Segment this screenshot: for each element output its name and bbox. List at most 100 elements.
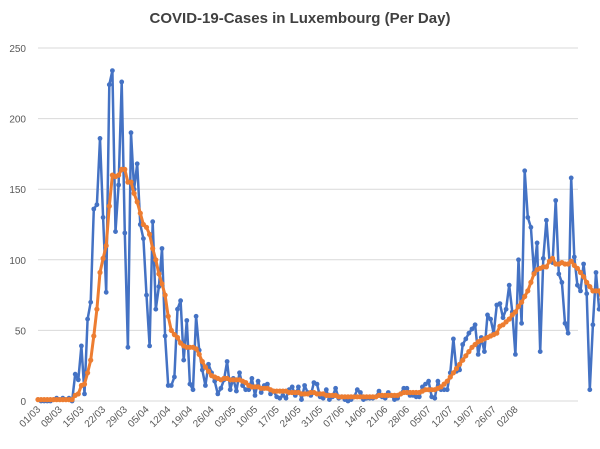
x-tick-label: 19/07 (452, 404, 478, 430)
data-point-daily (327, 397, 332, 402)
data-point-daily (178, 298, 184, 304)
x-tick-label: 12/04 (148, 404, 174, 430)
data-point-daily (534, 240, 540, 246)
chart-title: COVID-19-Cases in Luxembourg (Per Day) (149, 10, 451, 27)
data-point-daily (540, 256, 546, 261)
data-point-daily (203, 383, 208, 388)
data-point-daily (416, 394, 422, 400)
data-point-smoothed (453, 365, 460, 372)
data-point-daily (568, 175, 574, 181)
data-point-smoothed (131, 190, 137, 196)
x-tick-label: 15/03 (61, 404, 87, 430)
data-point-daily (116, 182, 121, 188)
data-point-smoothed (168, 327, 174, 333)
data-point-daily (323, 387, 329, 393)
data-point-daily (528, 224, 534, 230)
data-point-smoothed (156, 271, 162, 277)
data-point-daily (218, 385, 224, 391)
data-point-smoothed (205, 368, 212, 374)
data-point-daily (187, 381, 193, 387)
data-point-daily (506, 282, 512, 288)
data-point-daily (488, 316, 493, 322)
data-point-daily (103, 289, 109, 295)
x-tick-label: 21/06 (365, 404, 391, 430)
x-tick-label: 07/06 (321, 404, 347, 430)
x-tick-label: 10/05 (235, 404, 261, 430)
data-point-smoothed (528, 279, 534, 285)
data-point-smoothed (584, 279, 590, 285)
y-tick-label: 100 (9, 256, 26, 267)
data-point-daily (110, 68, 115, 73)
data-point-daily (255, 378, 261, 384)
data-point-smoothed (512, 309, 519, 315)
data-point-smoothed (162, 292, 168, 298)
data-point-smoothed (106, 203, 112, 209)
data-point-daily (122, 230, 128, 236)
data-point-smoothed (574, 265, 581, 271)
data-point-daily (581, 261, 586, 267)
data-point-daily (237, 370, 242, 376)
data-point-smoothed (122, 166, 128, 172)
data-point-smoothed (199, 358, 205, 365)
data-point-smoothed (581, 274, 587, 280)
data-point-smoothed (568, 258, 574, 264)
data-point-daily (358, 390, 363, 395)
data-point-smoothed (75, 391, 81, 397)
data-point-daily (215, 391, 221, 397)
data-point-daily (571, 254, 577, 260)
data-point-daily (516, 257, 521, 263)
data-point-daily (299, 397, 304, 402)
y-tick-label: 250 (9, 44, 26, 55)
x-tick-label: 05/07 (408, 404, 434, 430)
x-tick-label: 08/03 (39, 404, 65, 430)
data-point-daily (168, 383, 174, 388)
data-point-daily (590, 322, 596, 328)
data-point-smoothed (596, 288, 600, 294)
data-point-smoothed (128, 179, 134, 185)
data-point-smoothed (85, 370, 91, 376)
data-point-smoothed (143, 224, 150, 230)
data-point-daily (134, 161, 140, 167)
data-point-smoothed (103, 243, 109, 249)
data-point-smoothed (444, 378, 450, 384)
data-point-smoothed (460, 357, 466, 363)
x-tick-label: 02/08 (495, 404, 521, 430)
data-point-daily (460, 342, 466, 347)
data-point-daily (119, 79, 125, 85)
data-point-daily (85, 316, 90, 322)
data-point-smoothed (69, 397, 75, 403)
data-point-daily (159, 246, 165, 251)
data-point-daily (593, 270, 599, 275)
data-point-smoothed (463, 353, 469, 359)
x-tick-label: 26/07 (473, 404, 499, 430)
data-point-daily (578, 288, 583, 294)
data-point-daily (94, 202, 100, 208)
series-line-smoothed (38, 167, 600, 402)
data-point-daily (466, 330, 472, 336)
data-point-smoothed (466, 349, 472, 355)
data-point-smoothed (147, 231, 153, 237)
data-point-daily (234, 388, 239, 394)
data-point-daily (141, 236, 146, 242)
data-point-daily (289, 384, 295, 390)
data-point-daily (106, 82, 112, 88)
data-point-smoothed (81, 381, 88, 387)
data-point-daily (451, 336, 456, 342)
data-point-smoothed (450, 370, 456, 376)
x-tick-label: 24/05 (278, 404, 304, 430)
x-tick-label: 14/06 (343, 404, 369, 430)
data-point-daily (125, 344, 131, 350)
x-tick-label: 26/04 (191, 404, 217, 430)
gridlines (38, 47, 578, 402)
data-point-smoothed (100, 255, 106, 261)
data-point-daily (565, 330, 571, 336)
data-point-daily (376, 388, 382, 394)
data-point-smoothed (97, 269, 103, 276)
y-tick-label: 50 (15, 326, 27, 337)
data-point-daily (296, 384, 301, 390)
data-point-daily (562, 320, 568, 326)
data-point-daily (144, 292, 149, 298)
data-point-daily (575, 282, 580, 288)
data-point-smoothed (543, 264, 550, 270)
